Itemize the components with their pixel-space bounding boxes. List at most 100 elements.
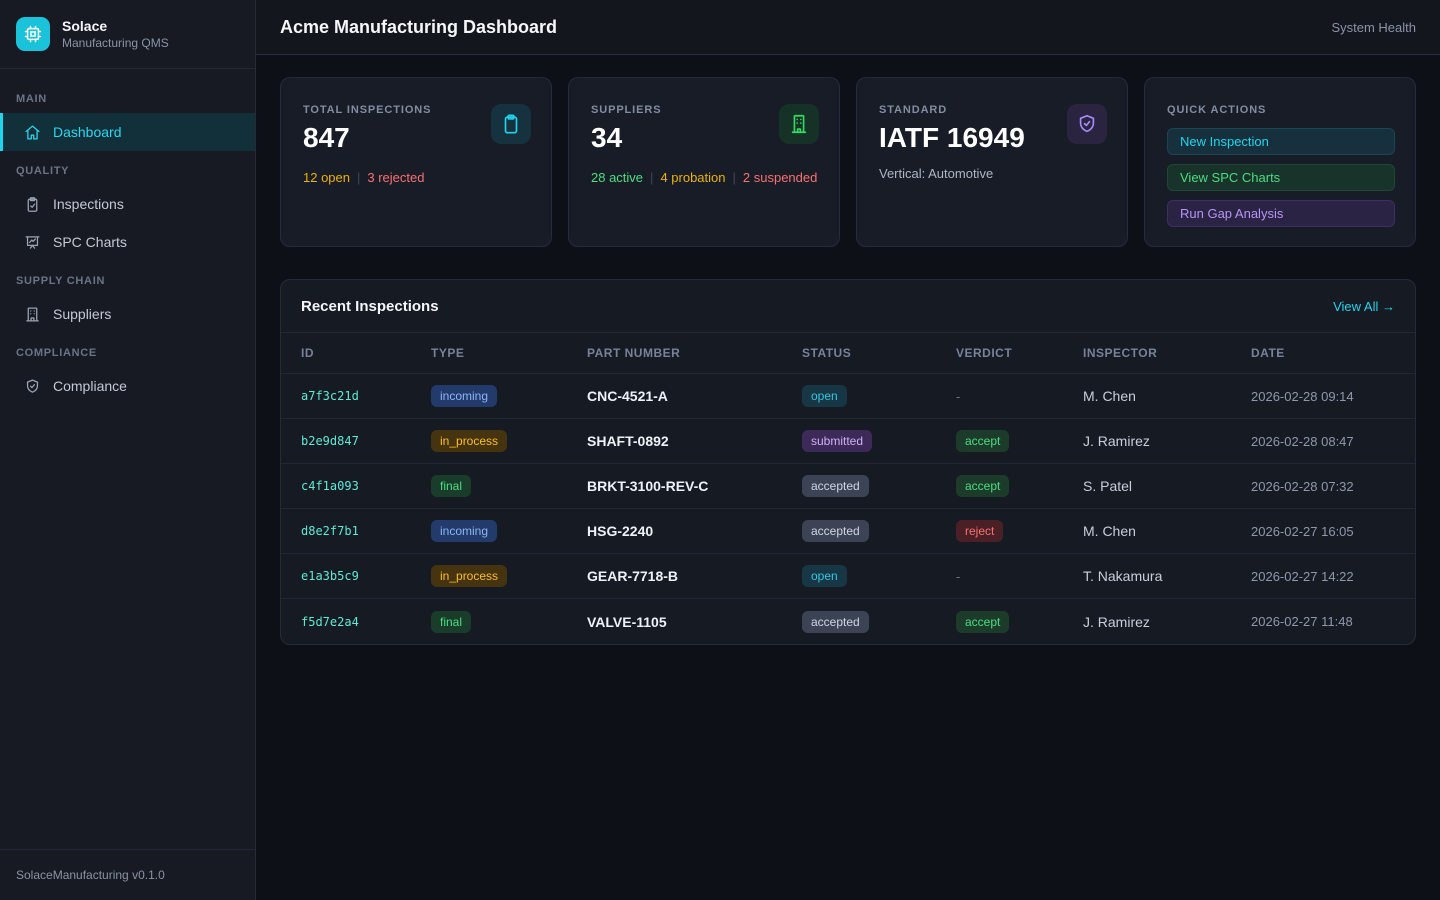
card-label: SUPPLIERS — [591, 104, 662, 116]
inspection-id[interactable]: e1a3b5c9 — [301, 569, 359, 583]
status-badge: submitted — [802, 430, 873, 452]
inspector-name: M. Chen — [1083, 523, 1136, 539]
main-area: Acme Manufacturing Dashboard System Heal… — [256, 0, 1440, 900]
sidebar-item-inspections[interactable]: Inspections — [0, 185, 255, 223]
verdict-cell: reject — [956, 520, 1083, 542]
card-icon-box — [491, 104, 531, 144]
inspection-date: 2026-02-27 14:22 — [1251, 568, 1354, 584]
app-subtitle: Manufacturing QMS — [62, 36, 169, 50]
substat-divider: | — [357, 170, 361, 185]
type-cell: in_process — [431, 430, 587, 452]
sidebar-nav: MAIN Dashboard QUALITY Inspections — [0, 69, 255, 849]
run-gap-analysis-button[interactable]: Run Gap Analysis — [1167, 200, 1395, 227]
col-header-id: ID — [301, 346, 314, 360]
inspection-date: 2026-02-27 16:05 — [1251, 523, 1354, 539]
stats-row: TOTAL INSPECTIONS 847 12 open | 3 rejected… — [280, 77, 1416, 247]
type-cell: final — [431, 610, 587, 633]
shield-check-icon — [1076, 113, 1098, 135]
col-header-part-number: PART NUMBER — [587, 346, 681, 360]
col-header-type: TYPE — [431, 346, 465, 360]
sidebar-item-compliance[interactable]: Compliance — [0, 367, 255, 405]
app-logo — [16, 17, 50, 51]
app-name: Solace — [62, 18, 108, 34]
suppliers-substats: 28 active | 4 probation | 2 suspended — [591, 170, 819, 185]
substat-divider: | — [732, 170, 736, 185]
type-badge: final — [431, 610, 472, 633]
inspection-id[interactable]: d8e2f7b1 — [301, 524, 359, 538]
home-icon — [24, 124, 41, 141]
standard-vertical: Vertical: Automotive — [879, 166, 994, 181]
inspector-name: J. Ramirez — [1083, 433, 1150, 449]
table-row[interactable]: e1a3b5c9 in_process GEAR-7718-B open - T… — [281, 554, 1415, 599]
table-row[interactable]: d8e2f7b1 incoming HSG-2240 accepted reje… — [281, 509, 1415, 554]
new-inspection-button[interactable]: New Inspection — [1167, 128, 1395, 155]
sidebar-footer-version: SolaceManufacturing v0.1.0 — [0, 849, 255, 900]
card-standard: STANDARD IATF 16949 Vertical: Automotive — [856, 77, 1128, 247]
card-suppliers: SUPPLIERS 34 28 active | 4 probation | 2 sus… — [568, 77, 840, 247]
system-health-label[interactable]: System Health — [1331, 19, 1416, 35]
substat-divider: | — [650, 170, 654, 185]
total-inspections-value: 847 — [303, 122, 350, 153]
card-icon-box — [1067, 104, 1107, 144]
status-badge: open — [802, 385, 847, 407]
inspector-name: T. Nakamura — [1083, 568, 1163, 584]
verdict-badge: reject — [956, 520, 1004, 542]
type-badge: incoming — [431, 385, 498, 407]
inspector-name: M. Chen — [1083, 388, 1136, 404]
building-icon — [24, 306, 41, 323]
sidebar-header: Solace Manufacturing QMS — [0, 0, 255, 69]
nav-section-quality: QUALITY — [16, 165, 70, 177]
table-row[interactable]: c4f1a093 final BRKT-3100-REV-C accepted … — [281, 464, 1415, 509]
inspections-substats: 12 open | 3 rejected — [303, 170, 531, 185]
inspection-id[interactable]: c4f1a093 — [301, 479, 359, 493]
panel-title: Recent Inspections — [301, 297, 439, 315]
card-total-inspections: TOTAL INSPECTIONS 847 12 open | 3 rejected — [280, 77, 552, 247]
table-row[interactable]: f5d7e2a4 final VALVE-1105 accepted accep… — [281, 599, 1415, 644]
type-cell: in_process — [431, 565, 587, 587]
sidebar-item-label: SPC Charts — [53, 234, 127, 250]
status-cell: open — [802, 565, 956, 587]
status-badge: accepted — [802, 610, 869, 633]
verdict-cell: accept — [956, 430, 1083, 452]
suppliers-value: 34 — [591, 122, 623, 153]
view-all-link[interactable]: View All → — [1333, 298, 1395, 314]
clipboard-check-icon — [24, 196, 41, 213]
part-number: SHAFT-0892 — [587, 433, 669, 449]
sidebar-item-spc-charts[interactable]: SPC Charts — [0, 223, 255, 261]
card-icon-box — [779, 104, 819, 144]
inspection-id[interactable]: f5d7e2a4 — [301, 614, 359, 629]
clipboard-icon — [500, 113, 522, 135]
table-row[interactable]: b2e9d847 in_process SHAFT-0892 submitted… — [281, 419, 1415, 464]
open-count: 12 open — [303, 170, 350, 185]
view-spc-charts-button[interactable]: View SPC Charts — [1167, 164, 1395, 191]
app-title-block: Solace Manufacturing QMS — [62, 18, 169, 50]
verdict-badge: accept — [956, 610, 1010, 633]
table-header-row: ID TYPE PART NUMBER STATUS VERDICT INSPE… — [281, 332, 1415, 374]
card-label: TOTAL INSPECTIONS — [303, 104, 432, 116]
part-number: VALVE-1105 — [587, 613, 667, 630]
probation-count: 4 probation — [660, 170, 726, 185]
part-number: BRKT-3100-REV-C — [587, 478, 709, 494]
status-cell: accepted — [802, 475, 956, 497]
part-number: GEAR-7718-B — [587, 568, 679, 584]
table-row[interactable]: a7f3c21d incoming CNC-4521-A open - M. C… — [281, 374, 1415, 419]
inspector-name: S. Patel — [1083, 478, 1133, 494]
suspended-count: 2 suspended — [742, 170, 818, 185]
page-title: Acme Manufacturing Dashboard — [280, 16, 558, 37]
verdict-badge: accept — [956, 475, 1010, 497]
type-cell: incoming — [431, 385, 587, 407]
inspection-id[interactable]: b2e9d847 — [301, 434, 359, 448]
status-badge: accepted — [802, 475, 869, 497]
rejected-count: 3 rejected — [367, 170, 425, 185]
type-badge: in_process — [431, 430, 508, 452]
type-badge: final — [431, 475, 472, 497]
col-header-date: DATE — [1251, 346, 1285, 360]
col-header-inspector: INSPECTOR — [1083, 346, 1158, 360]
sidebar-item-dashboard[interactable]: Dashboard — [0, 113, 255, 151]
inspection-id[interactable]: a7f3c21d — [301, 389, 359, 403]
sidebar-item-suppliers[interactable]: Suppliers — [0, 295, 255, 333]
type-badge: in_process — [431, 565, 508, 587]
sidebar-item-label: Inspections — [53, 196, 124, 212]
active-count: 28 active — [591, 170, 644, 185]
recent-inspections-panel: Recent Inspections View All → ID TYPE PA… — [280, 279, 1416, 645]
